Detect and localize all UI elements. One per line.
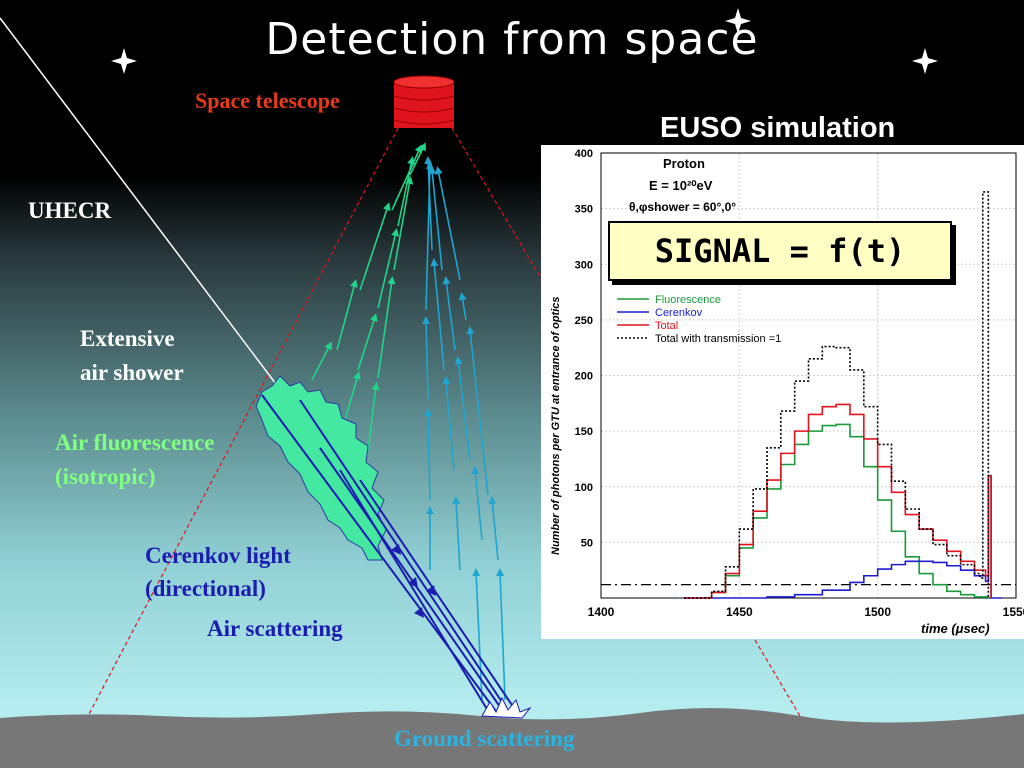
ground-scatter-splash <box>481 696 532 719</box>
fluorescence-label-line2: (isotropic) <box>55 464 156 489</box>
cerenkov-label-line1: Cerenkov light <box>145 543 291 568</box>
y-tick-label: 250 <box>575 315 593 327</box>
space-telescope-label: Space telescope <box>195 88 340 113</box>
x-tick-label: 1500 <box>864 605 891 619</box>
y-tick-label: 400 <box>575 148 593 160</box>
series-line-0 <box>684 423 990 599</box>
plot-frame <box>600 152 1017 599</box>
shower-label-line1: Extensive <box>80 326 175 351</box>
param-particle: Proton <box>663 156 705 171</box>
uhecr-track <box>0 17 283 393</box>
param-energy: E = 10²⁰eV <box>649 178 713 193</box>
y-tick-label: 50 <box>581 537 593 549</box>
x-tick-label: 1450 <box>726 605 753 619</box>
x-tick-label: 1550 <box>1003 605 1024 619</box>
cerenkov-arrowheads <box>391 544 436 618</box>
y-tick-label: 200 <box>575 371 593 383</box>
cerenkov-rays <box>261 394 519 715</box>
space-telescope-icon <box>393 75 455 128</box>
x-axis-label: time (μsec) <box>921 621 990 636</box>
ground <box>0 708 1024 768</box>
chart-series <box>684 191 1003 599</box>
air-scattering-label: Air scattering <box>207 616 343 641</box>
fluorescence-label-line1: Air fluorescence <box>55 430 215 455</box>
x-tick-label: 1400 <box>588 605 615 619</box>
legend-label: Total <box>655 320 678 332</box>
uhecr-label: UHECR <box>28 198 112 223</box>
series-line-3 <box>684 191 990 599</box>
y-tick-label: 150 <box>575 426 593 438</box>
signal-chart: 501001502002503003504001400145015001550 … <box>550 148 1024 636</box>
y-tick-label: 300 <box>575 259 593 271</box>
shower-label-line2: air shower <box>80 360 184 385</box>
air-shower-blob <box>255 375 387 561</box>
signal-callout: SIGNAL = f(t) <box>608 221 952 281</box>
slide-title: Detection from space <box>265 14 759 65</box>
legend-label: Cerenkov <box>655 307 703 319</box>
euso-plot-panel: 501001502002503003504001400145015001550 … <box>541 145 1024 639</box>
series-line-1 <box>684 474 1003 599</box>
legend-label: Total with transmission =1 <box>655 333 781 345</box>
series-line-2 <box>684 403 992 599</box>
y-axis-label: Number of photons per GTU at entrance of… <box>550 296 562 555</box>
euso-simulation-heading: EUSO simulation <box>660 112 896 144</box>
chart-grid <box>600 152 1017 598</box>
chart-ticks: 50 100 150 200 250 300 350 400 1400 1450 1500 1550 <box>575 148 1024 619</box>
ground-scattering-label: Ground scattering <box>394 726 575 751</box>
y-tick-label: 100 <box>575 482 593 494</box>
star-icon <box>111 8 938 74</box>
y-tick-label: 350 <box>575 204 593 216</box>
param-angles: θ,φshower = 60°,0° <box>629 200 736 214</box>
fluorescence-arrows <box>311 142 426 451</box>
scattering-arrows <box>422 156 506 701</box>
cerenkov-label-line2: (directional) <box>145 576 266 601</box>
legend-label: Fluorescence <box>655 294 721 306</box>
